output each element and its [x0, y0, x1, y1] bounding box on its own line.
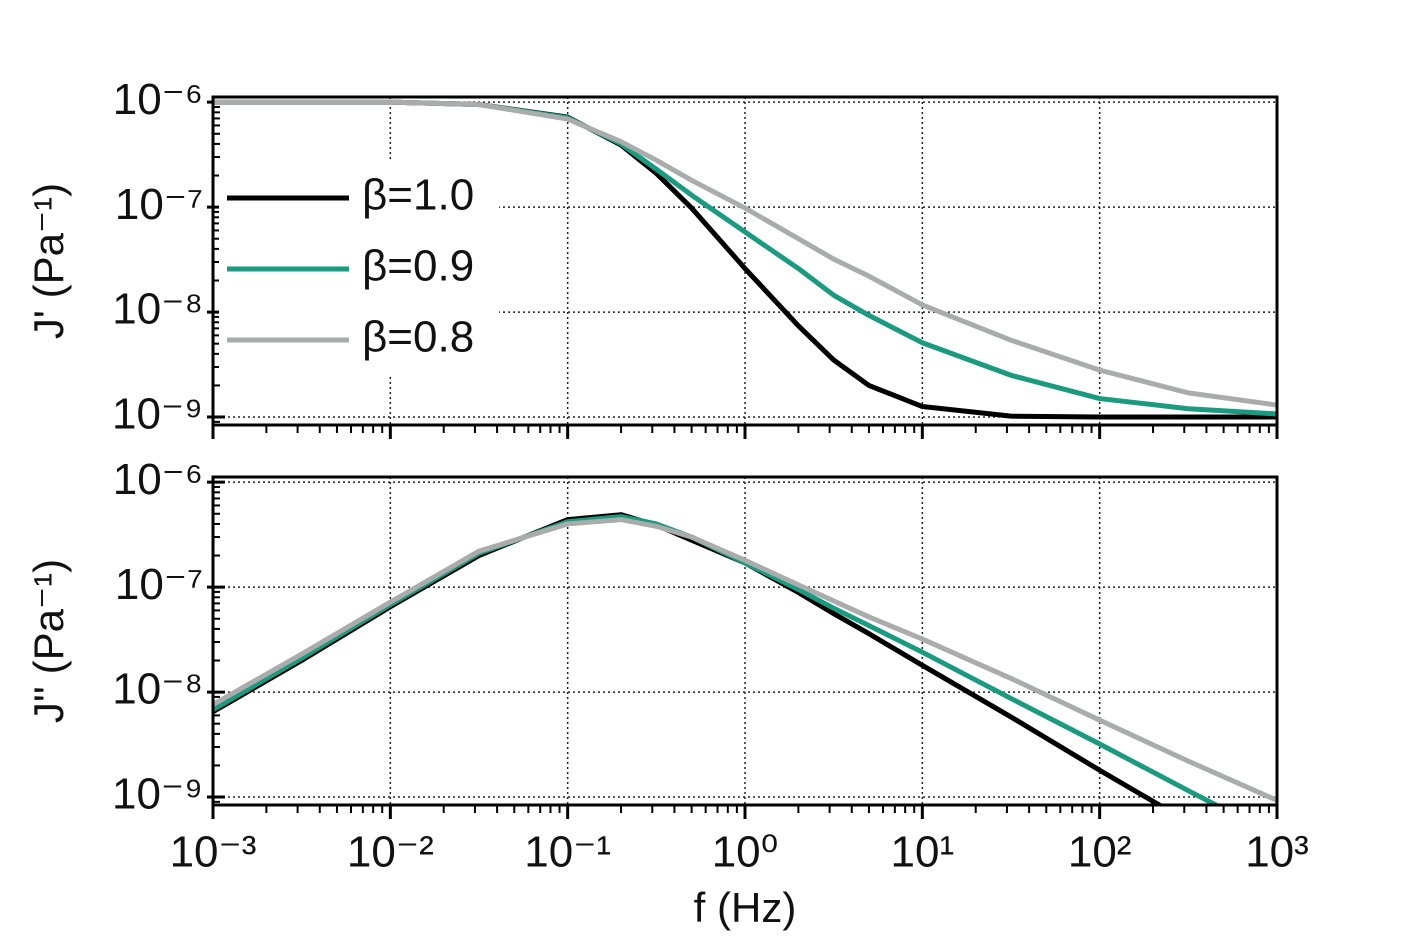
- x-tick-label: 10³: [1245, 828, 1309, 877]
- x-tick-label: 10¹: [891, 828, 955, 877]
- y-tick-label: 10⁻⁷: [115, 560, 203, 609]
- y-axis-label: J' (Pa⁻¹): [25, 183, 72, 339]
- plot-frame: [211, 475, 1279, 807]
- legend-label: β=1.0: [362, 171, 474, 220]
- y-tick-label: 10⁻⁷: [115, 180, 203, 229]
- x-tick-label: 10²: [1068, 828, 1132, 877]
- data-line: [213, 99, 1277, 408]
- y-tick-label: 10⁻⁸: [112, 285, 203, 334]
- plot-frame: [211, 95, 1279, 427]
- data-line: [213, 517, 1277, 803]
- x-tick-label: 10⁻³: [170, 828, 257, 877]
- y-tick-label: 10⁻⁸: [112, 665, 203, 714]
- y-tick-label: 10⁻⁹: [112, 770, 203, 819]
- x-axis-label: f (Hz): [694, 884, 797, 931]
- legend-label: β=0.8: [362, 313, 474, 362]
- y-tick-label: 10⁻⁶: [113, 455, 203, 504]
- x-tick-label: 10⁻¹: [524, 828, 611, 877]
- y-axis-label: J'' (Pa⁻¹): [25, 559, 72, 723]
- plot-area: [213, 477, 1277, 805]
- x-tick-label: 10⁰: [712, 828, 779, 877]
- y-tick-label: 10⁻⁹: [112, 390, 203, 439]
- y-tick-label: 10⁻⁶: [113, 75, 203, 124]
- legend-label: β=0.9: [362, 242, 474, 291]
- x-tick-label: 10⁻²: [347, 828, 434, 877]
